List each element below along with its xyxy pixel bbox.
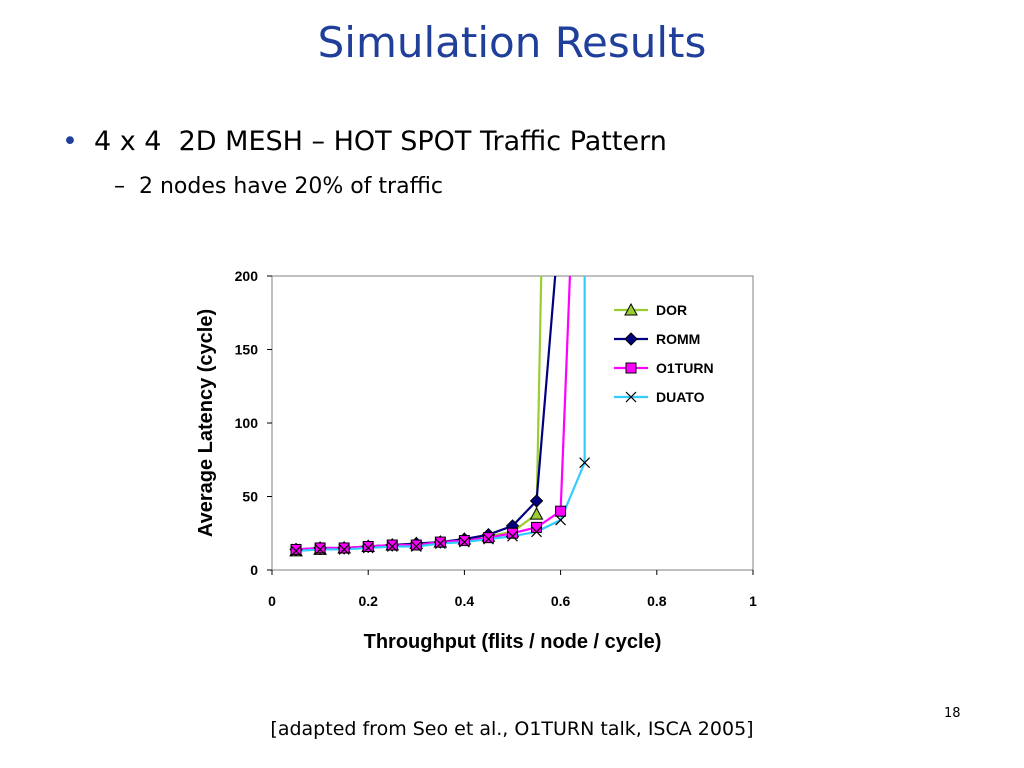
legend: DOR ROMM O1TURN DUATO bbox=[614, 302, 714, 405]
x-marker-stroke bbox=[410, 541, 422, 552]
data-point-duato bbox=[507, 530, 518, 542]
data-point-o1turn bbox=[314, 542, 326, 554]
data-point-duato bbox=[555, 514, 567, 526]
data-point-duato bbox=[579, 457, 591, 469]
data-point-duato bbox=[458, 536, 470, 548]
x-axis-label: Throughput (flits / node / cycle) bbox=[364, 631, 662, 653]
x-marker-stroke bbox=[483, 533, 494, 545]
x-marker-stroke bbox=[386, 541, 398, 552]
data-point-dor bbox=[529, 507, 544, 520]
x-marker-stroke bbox=[625, 391, 637, 403]
y-axis-label: Average Latency (cycle) bbox=[195, 309, 217, 537]
citation-footer: [adapted from Seo et al., O1TURN talk, I… bbox=[270, 718, 754, 740]
data-point-duato bbox=[290, 545, 302, 557]
data-point-duato bbox=[386, 541, 398, 552]
data-point-duato bbox=[483, 533, 494, 545]
legend-marker-dor bbox=[624, 302, 638, 316]
x-marker-stroke bbox=[434, 538, 446, 549]
legend-label-dor: DOR bbox=[656, 302, 687, 318]
x-marker-stroke bbox=[579, 457, 591, 469]
data-point-duato bbox=[338, 543, 350, 555]
data-point-duato bbox=[362, 542, 374, 554]
data-point-o1turn bbox=[386, 539, 398, 551]
y-tick-label: 50 bbox=[242, 489, 258, 505]
x-marker-stroke bbox=[507, 530, 518, 542]
data-point-romm bbox=[529, 494, 544, 508]
y-tick-label: 0 bbox=[250, 562, 258, 578]
data-point-o1turn bbox=[290, 543, 302, 555]
subbullet-marker: – bbox=[114, 174, 125, 199]
subbullet-text: 2 nodes have 20% of traffic bbox=[139, 174, 443, 199]
data-point-duato bbox=[531, 526, 542, 538]
data-point-o1turn bbox=[458, 535, 470, 547]
series-markers-o1turn bbox=[290, 505, 567, 555]
x-tick-label: 0.4 bbox=[455, 593, 475, 609]
slide-title: Simulation Results bbox=[317, 18, 707, 67]
x-marker-stroke bbox=[314, 543, 326, 555]
data-point-o1turn bbox=[338, 542, 350, 554]
subbullet-item: –2 nodes have 20% of traffic bbox=[114, 174, 443, 199]
legend-marker-romm bbox=[624, 332, 638, 346]
legend-marker-o1turn bbox=[625, 362, 637, 374]
data-point-o1turn bbox=[555, 505, 567, 517]
x-marker-stroke bbox=[531, 526, 542, 538]
legend-label-romm: ROMM bbox=[656, 331, 700, 347]
x-marker-stroke bbox=[338, 543, 350, 555]
x-tick-label: 0.6 bbox=[551, 593, 571, 609]
data-point-o1turn bbox=[507, 527, 518, 539]
y-tick-label: 150 bbox=[235, 342, 259, 358]
x-marker-stroke bbox=[555, 514, 567, 526]
bullet-marker: • bbox=[62, 126, 78, 157]
page-number: 18 bbox=[944, 706, 961, 721]
data-point-duato bbox=[410, 541, 422, 552]
x-tick-label: 1 bbox=[749, 593, 757, 609]
bullet-item: • 4 x 4 2D MESH – HOT SPOT Traffic Patter… bbox=[62, 126, 667, 157]
x-tick-label: 0 bbox=[268, 593, 276, 609]
y-tick-label: 200 bbox=[235, 268, 259, 284]
legend-label-duato: DUATO bbox=[656, 389, 705, 405]
x-marker-stroke bbox=[362, 542, 374, 554]
data-point-o1turn bbox=[482, 532, 494, 544]
data-point-o1turn bbox=[531, 521, 543, 533]
data-point-o1turn bbox=[410, 539, 422, 551]
y-tick-label: 100 bbox=[235, 415, 259, 431]
bullet-text: 4 x 4 2D MESH – HOT SPOT Traffic Pattern bbox=[93, 126, 667, 157]
x-tick-label: 0.8 bbox=[647, 593, 667, 609]
x-marker-stroke bbox=[290, 545, 302, 557]
data-point-o1turn bbox=[362, 540, 374, 552]
x-marker-stroke bbox=[458, 536, 470, 548]
data-point-duato bbox=[434, 538, 446, 549]
series-markers-duato bbox=[290, 457, 591, 557]
legend-marker-duato bbox=[625, 391, 637, 403]
data-point-o1turn bbox=[434, 536, 446, 548]
data-point-duato bbox=[314, 543, 326, 555]
legend-label-o1turn: O1TURN bbox=[656, 360, 714, 376]
x-tick-label: 0.2 bbox=[358, 593, 378, 609]
